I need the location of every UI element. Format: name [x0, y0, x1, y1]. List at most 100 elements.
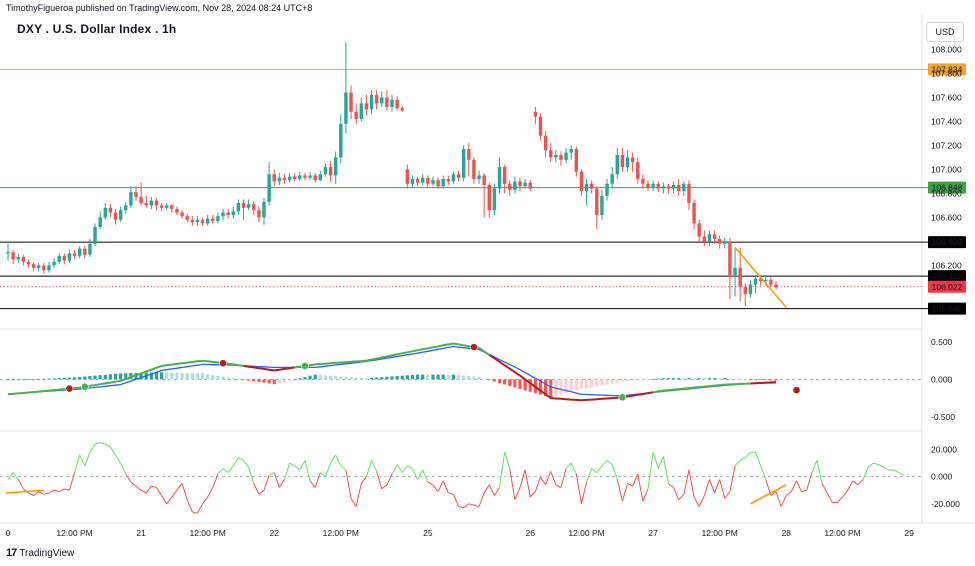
macd-histogram-bar: [518, 379, 522, 389]
rsi-line-segment: [192, 511, 198, 514]
macd-histogram-bar: [267, 379, 271, 384]
candle-body: [687, 183, 691, 203]
macd-histogram-bar: [579, 379, 584, 389]
macd-histogram-bar: [451, 374, 456, 380]
macd-histogram-bar: [124, 373, 128, 380]
rsi-line-segment: [504, 452, 511, 469]
rsi-line-segment: [550, 471, 557, 485]
macd-histogram-bar: [369, 377, 374, 380]
macd-histogram-bar: [349, 377, 353, 380]
rsi-line-segment: [202, 496, 209, 505]
macd-histogram-bar: [154, 372, 159, 380]
candle-body: [723, 241, 727, 244]
macd-histogram-bar: [503, 379, 507, 385]
rsi-line-segment: [473, 504, 480, 507]
rsi-line-segment: [355, 483, 362, 507]
macd-histogram-bar: [431, 374, 435, 380]
price-tick-label: 108.000: [931, 44, 962, 54]
macd-cross-marker: [219, 359, 227, 368]
rsi-line-segment: [74, 454, 81, 473]
macd-histogram-bar: [385, 376, 389, 380]
macd-histogram-bar: [313, 374, 317, 380]
rsi-line-segment: [94, 442, 101, 445]
candle-body: [764, 279, 768, 281]
macd-histogram-bar: [200, 373, 205, 380]
candle-body: [359, 103, 363, 119]
macd-histogram-bar: [677, 378, 681, 380]
rsi-line-segment: [125, 473, 132, 483]
rsi-line-segment: [320, 472, 326, 478]
macd-histogram-bar: [375, 377, 379, 380]
candle-body: [47, 265, 51, 271]
candle-body: [477, 175, 481, 179]
macd-histogram-bar: [728, 378, 732, 380]
rsi-line-segment: [729, 465, 736, 492]
rsi-line-segment: [775, 491, 782, 507]
macd-histogram-bar: [764, 379, 768, 381]
rsi-line-segment: [524, 469, 531, 498]
time-tick-label: 12:00 PM: [701, 528, 737, 538]
candle-body: [185, 216, 189, 220]
rsi-line-segment: [534, 476, 541, 492]
rsi-line-segment: [734, 460, 741, 467]
time-tick-label: 12:00 PM: [323, 528, 359, 538]
macd-histogram-bar: [98, 375, 102, 380]
candle-body: [318, 174, 323, 181]
macd-histogram-bar: [682, 378, 686, 380]
candle-body: [518, 181, 522, 187]
rsi-line-segment: [555, 484, 562, 488]
price-tick-label: 106.400: [931, 236, 962, 246]
rsi-line-segment: [606, 460, 613, 465]
rsi-line-segment: [483, 484, 490, 494]
price-tick-label: 107.600: [931, 92, 962, 102]
price-level-tag: [928, 181, 966, 194]
macd-histogram-bar: [769, 379, 773, 381]
candle-body: [98, 217, 102, 227]
rsi-line-segment: [84, 452, 91, 467]
rsi-line-segment: [401, 465, 408, 473]
candle-body: [246, 204, 251, 208]
price-level-tag: [928, 236, 966, 249]
rsi-line-segment: [611, 464, 618, 480]
rsi-line-segment: [867, 462, 874, 468]
tradingview-brand[interactable]: 17 TradingView: [6, 547, 74, 559]
candle-body: [456, 174, 461, 178]
candle-body: [221, 212, 225, 217]
candle-body: [513, 181, 517, 190]
macd-histogram-bar: [42, 378, 46, 380]
macd-histogram-bar: [328, 375, 333, 380]
candle-body: [472, 159, 476, 179]
rsi-divergence-line: [5, 489, 44, 494]
candle-body: [482, 175, 486, 185]
candle-body: [216, 216, 220, 221]
candle-body: [21, 257, 26, 262]
candle-body: [630, 157, 635, 163]
time-tick-label: 27: [648, 528, 658, 538]
macd-histogram-bar: [410, 374, 415, 380]
rsi-line-segment: [253, 483, 260, 495]
macd-histogram-bar: [631, 379, 635, 381]
rsi-line-segment: [642, 488, 649, 502]
price-tick-label: 106.200: [931, 260, 962, 270]
rsi-line-segment: [616, 479, 623, 502]
rsi-line-segment: [68, 472, 76, 491]
candle-body: [88, 243, 92, 255]
macd-histogram-bar: [247, 379, 251, 381]
candle-body: [37, 265, 41, 268]
rsi-line-segment: [806, 472, 813, 491]
price-level-tag: [928, 302, 966, 315]
currency-button[interactable]: USD: [926, 22, 964, 42]
candle-body: [502, 167, 507, 184]
macd-histogram-bar: [702, 378, 706, 380]
rsi-line-segment: [796, 480, 803, 492]
macd-histogram-bar: [211, 374, 215, 380]
rsi-line-segment: [708, 479, 716, 494]
macd-histogram-bar: [6, 379, 10, 381]
macd-histogram-bar: [508, 379, 512, 386]
rsi-line-segment: [493, 487, 500, 496]
rsi-pane: [0, 442, 922, 514]
candle-body: [554, 155, 558, 158]
candle-body: [400, 108, 404, 111]
candle-body: [323, 167, 328, 175]
